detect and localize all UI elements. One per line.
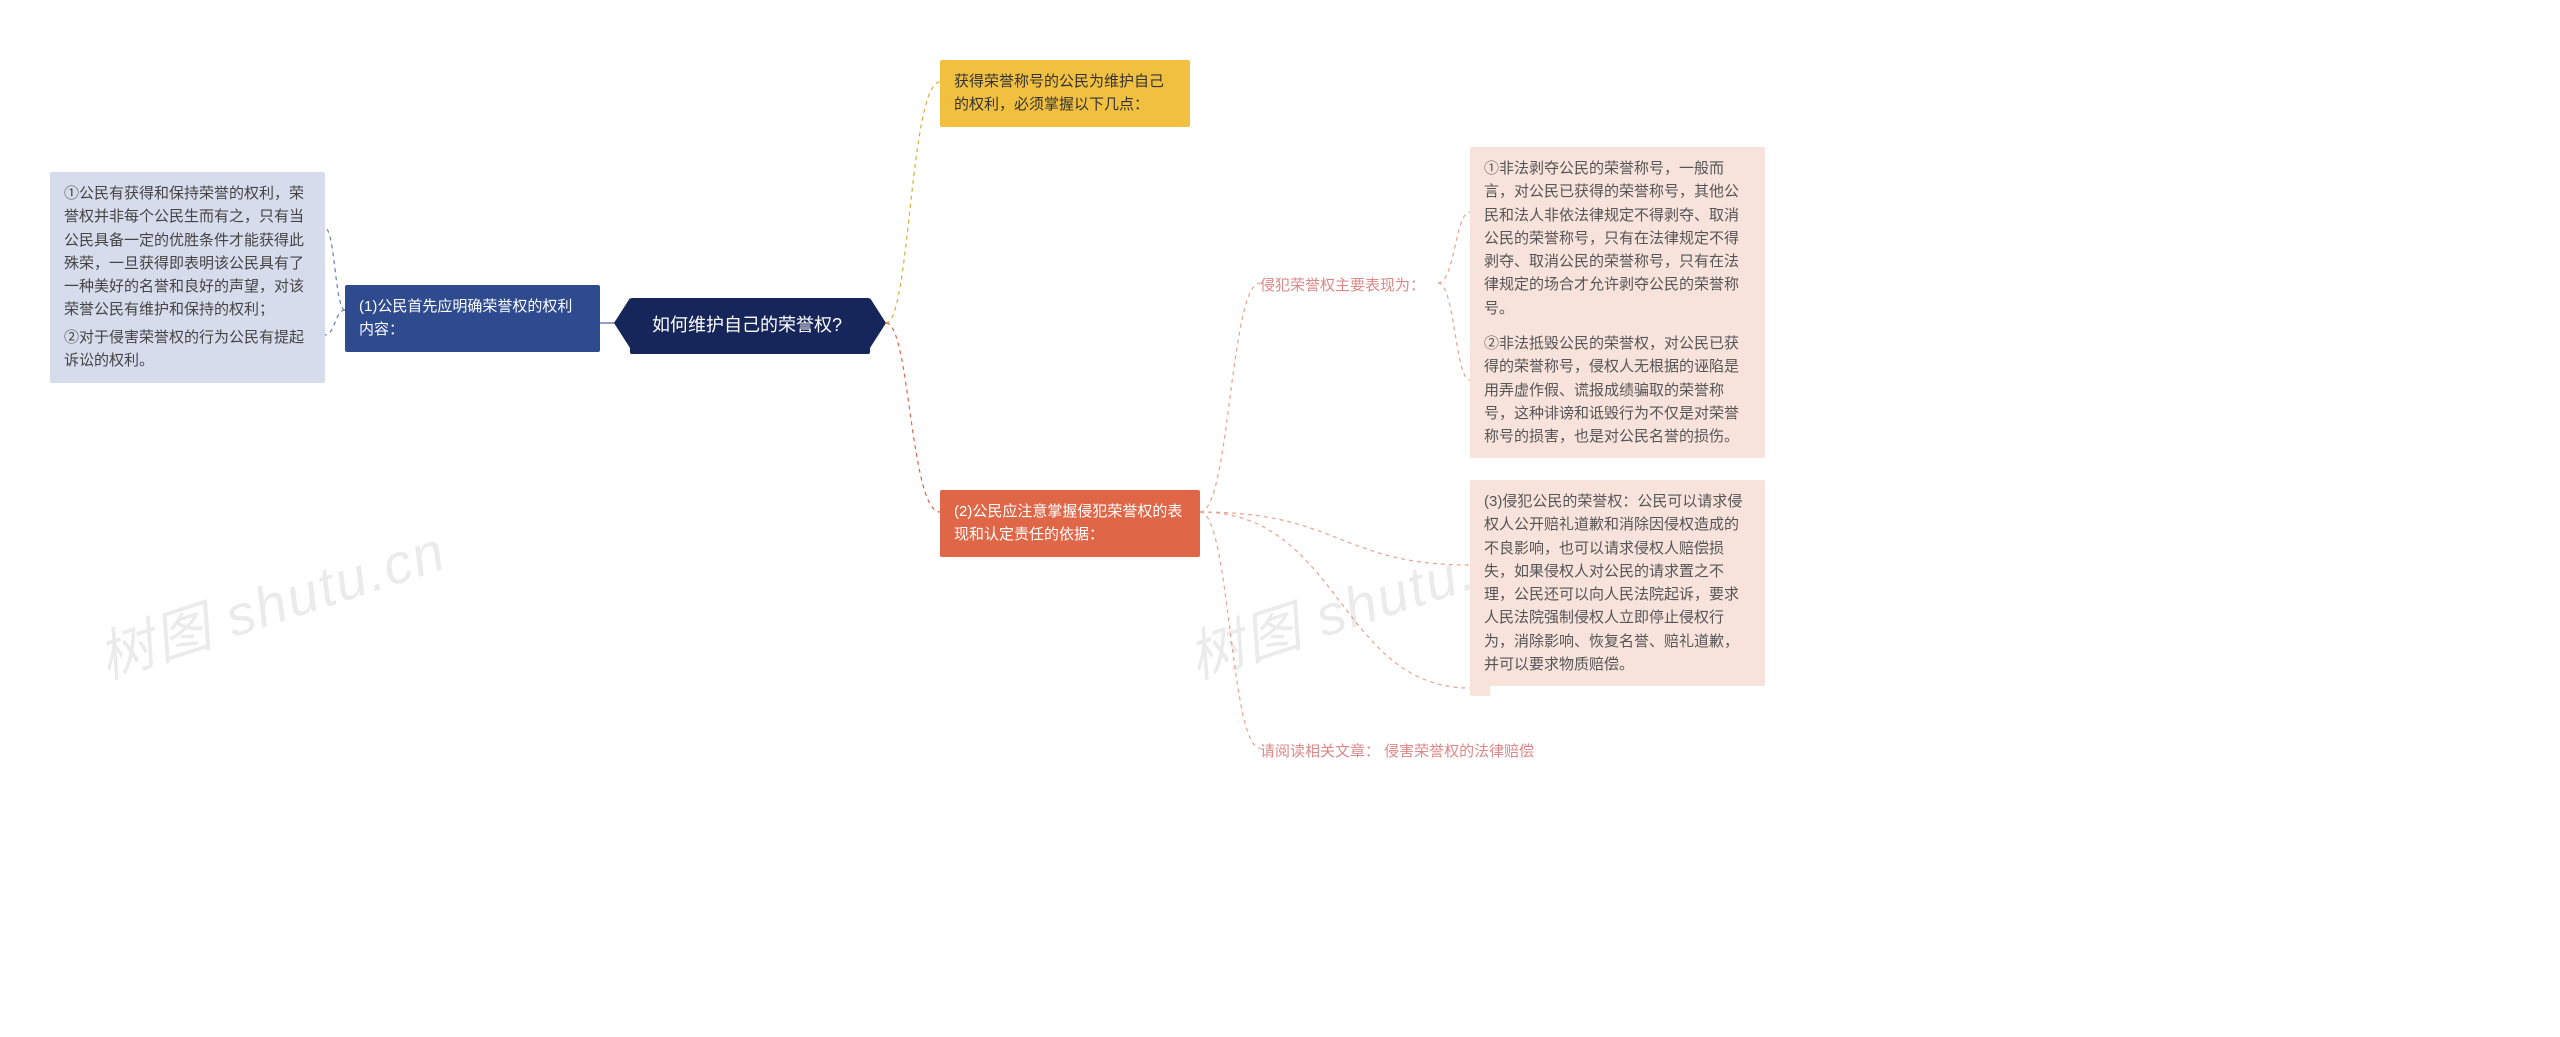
connector-lines — [0, 0, 2560, 1037]
right-branch-red: (2)公民应注意掌握侵犯荣誉权的表现和认定责任的依据： — [940, 490, 1200, 557]
pink-leaf-1: ①非法剥夺公民的荣誉称号，一般而言，对公民已获得的荣誉称号，其他公民和法人非依法… — [1470, 147, 1765, 330]
pink-leaf-empty — [1470, 680, 1490, 696]
related-articles-text: 请阅读相关文章： 侵害荣誉权的法律赔偿 — [1260, 740, 1534, 761]
root-node: 如何维护自己的荣誉权? — [630, 298, 870, 354]
right-branch-yellow: 获得荣誉称号的公民为维护自己的权利，必须掌握以下几点： — [940, 60, 1190, 127]
left-child-1: ①公民有获得和保持荣誉的权利，荣誉权并非每个公民生而有之，只有当公民具备一定的优… — [50, 172, 325, 332]
sub-label-manifestation: 侵犯荣誉权主要表现为： — [1260, 274, 1425, 295]
left-branch-node: (1)公民首先应明确荣誉权的权利内容： — [345, 285, 600, 352]
watermark-1: 树图 shutu.cn — [86, 506, 455, 695]
pink-leaf-3: (3)侵犯公民的荣誉权：公民可以请求侵权人公开赔礼道歉和消除因侵权造成的不良影响… — [1470, 480, 1765, 686]
left-child-2: ②对于侵害荣誉权的行为公民有提起诉讼的权利。 — [50, 316, 325, 383]
pink-leaf-2: ②非法抵毁公民的荣誉权，对公民已获得的荣誉称号，侵权人无根据的诬陷是用弄虚作假、… — [1470, 322, 1765, 458]
